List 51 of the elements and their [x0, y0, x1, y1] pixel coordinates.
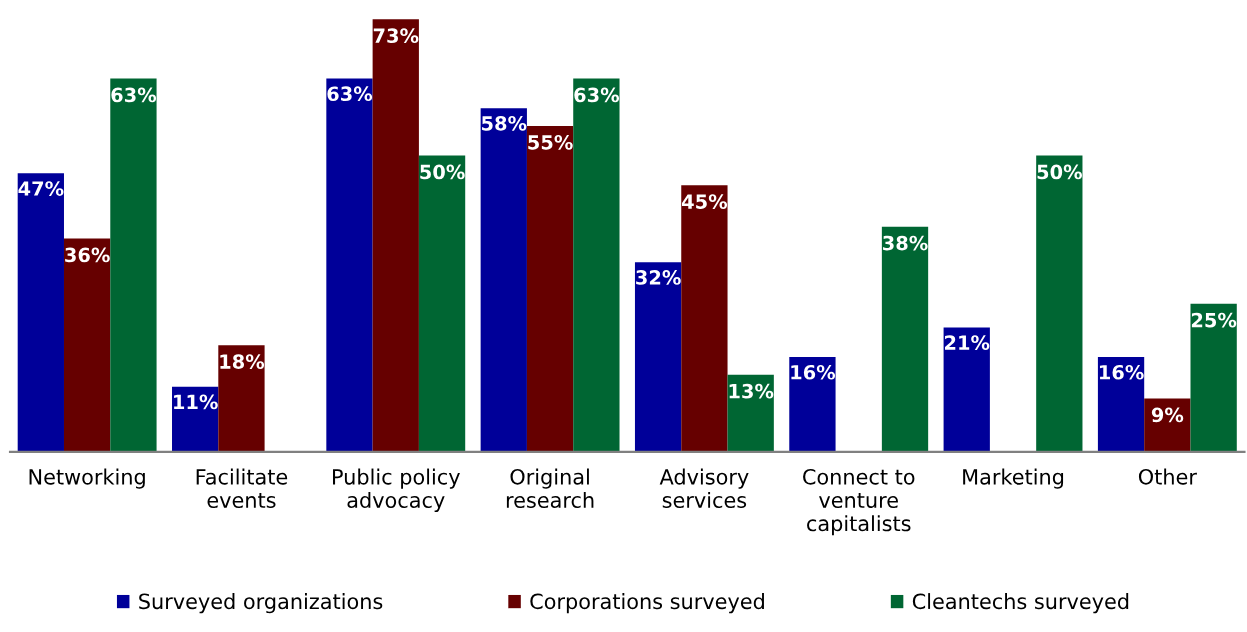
bar [218, 345, 265, 452]
bar [573, 78, 620, 452]
bar [418, 155, 466, 452]
data-label: 63% [111, 87, 157, 103]
legend-label: Corporations surveyed [530, 593, 764, 614]
bar [789, 357, 836, 452]
data-label: 18% [220, 354, 265, 369]
bar [881, 226, 929, 452]
data-label: 16% [791, 364, 836, 380]
data-label: 21% [945, 335, 990, 350]
x-tick-label: Other [1138, 468, 1197, 485]
data-label: 45% [682, 194, 728, 209]
data-label: 55% [528, 134, 573, 150]
bar [17, 173, 64, 452]
data-label: 38% [883, 235, 928, 251]
data-label: 16% [1099, 364, 1144, 380]
data-label: 25% [1191, 312, 1237, 328]
x-tick-label: Advisory services [659, 468, 749, 508]
data-label: 47% [18, 181, 64, 196]
x-tick-label: Original research [506, 468, 594, 508]
legend-label: Cleantechs surveyed [912, 593, 1129, 614]
x-tick-label: Connect to venture capitalists [803, 468, 915, 536]
data-label: 63% [327, 86, 373, 102]
data-label: 9% [1151, 407, 1184, 423]
bar [1036, 155, 1083, 452]
data-label: 32% [636, 270, 681, 285]
data-label: 58% [482, 115, 527, 131]
x-tick-label: Networking [29, 468, 145, 489]
data-label: 50% [420, 164, 465, 180]
bar [480, 108, 527, 452]
x-tick-label: Public policy advocacy [333, 468, 460, 513]
data-label: 50% [1037, 164, 1082, 180]
bar [634, 262, 682, 452]
bar [943, 327, 990, 452]
bar [326, 78, 373, 452]
x-tick-label: Marketing [963, 468, 1064, 489]
bar [63, 238, 111, 452]
data-label: 13% [729, 383, 774, 399]
data-label: 36% [65, 247, 110, 263]
bar [110, 78, 157, 452]
bar [372, 19, 419, 452]
bar [1190, 303, 1237, 452]
legend-label: Surveyed organizations [139, 593, 383, 614]
data-label: 11% [174, 394, 218, 410]
bar [681, 185, 728, 452]
bar [1097, 357, 1145, 452]
data-label: 73% [373, 28, 419, 43]
bar [526, 125, 574, 452]
bar [727, 374, 774, 452]
x-tick-label: Facilitate events [196, 468, 288, 508]
data-label: 63% [574, 87, 620, 103]
